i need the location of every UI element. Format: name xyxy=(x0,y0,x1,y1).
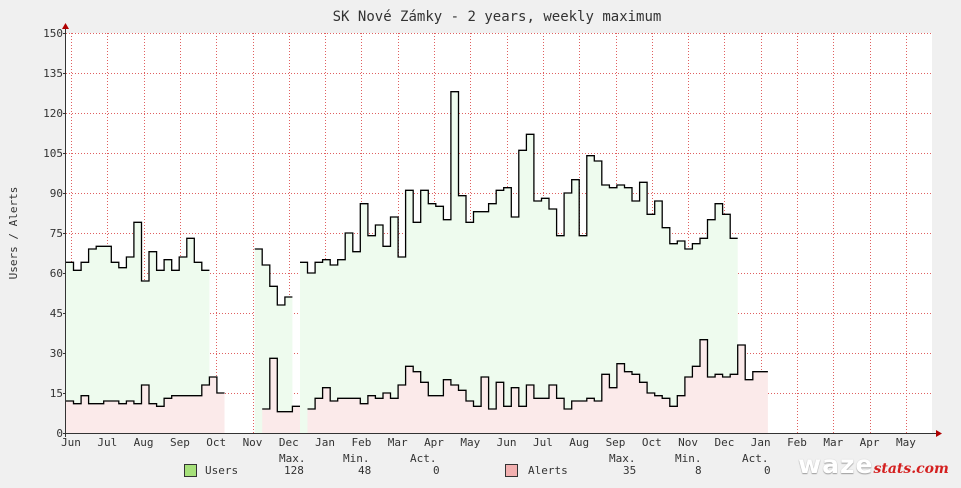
y-tick-label-30: 30 xyxy=(50,347,63,360)
y-tick-label-105: 105 xyxy=(43,147,63,160)
legend-header-min-alerts: Min. xyxy=(675,452,702,465)
x-tick-label-19: Jan xyxy=(751,436,771,449)
legend-users-min: 48 xyxy=(358,464,372,477)
legend-header-act-alerts: Act. xyxy=(742,452,769,465)
y-axis-arrow xyxy=(62,23,69,29)
x-tick-label-15: Sep xyxy=(606,436,626,449)
legend-users-max: 128 xyxy=(284,464,304,477)
legend: Max. Min. Act. Max. Min. Act. Users 128 … xyxy=(0,452,961,488)
legend-alerts-act: 0 xyxy=(764,464,771,477)
legend-users-swatch xyxy=(184,464,197,477)
series-users xyxy=(66,91,738,433)
x-tick-label-4: Oct xyxy=(206,436,226,449)
wazestats-logo[interactable]: wazestats.com xyxy=(798,450,949,479)
legend-header-act-users: Act. xyxy=(410,452,437,465)
chart-title: SK Nové Zámky - 2 years, weekly maximum xyxy=(333,9,662,25)
x-tick-label-7: Jan xyxy=(315,436,335,449)
x-tick-label-11: May xyxy=(460,436,480,449)
legend-header-min-users: Min. xyxy=(343,452,370,465)
x-tick-label-10: Apr xyxy=(424,436,444,449)
x-tick-label-8: Feb xyxy=(351,436,371,449)
x-tick-label-21: Mar xyxy=(823,436,843,449)
users-area-2 xyxy=(300,91,738,433)
x-tick-label-5: Nov xyxy=(243,436,263,449)
x-tick-label-3: Sep xyxy=(170,436,190,449)
users-area-0 xyxy=(66,222,210,433)
alerts-area-1 xyxy=(262,358,300,433)
x-tick-label-20: Feb xyxy=(787,436,807,449)
x-tick-label-12: Jun xyxy=(497,436,517,449)
alerts-area-2 xyxy=(307,339,768,433)
x-tick-label-22: Apr xyxy=(860,436,880,449)
y-tick-label-15: 15 xyxy=(50,387,63,400)
series-layer xyxy=(66,91,768,433)
logo-suffix: stats.com xyxy=(873,461,949,477)
y-tick-label-150: 150 xyxy=(43,27,63,40)
logo-main: waze xyxy=(798,450,874,479)
x-tick-label-16: Oct xyxy=(642,436,662,449)
x-tick-label-13: Jul xyxy=(533,436,553,449)
y-tick-label-60: 60 xyxy=(50,267,63,280)
users-area-1 xyxy=(254,249,293,433)
legend-alerts-min: 8 xyxy=(695,464,702,477)
legend-users-label: Users xyxy=(205,464,239,477)
y-tick-label-135: 135 xyxy=(43,67,63,80)
legend-alerts-max: 35 xyxy=(623,464,637,477)
x-tick-label-2: Aug xyxy=(134,436,154,449)
y-axis-label: Users / Alerts xyxy=(7,187,20,280)
x-tick-label-14: Aug xyxy=(569,436,589,449)
y-tick-label-0: 0 xyxy=(56,427,63,440)
x-tick-label-23: May xyxy=(896,436,916,449)
x-tick-label-1: Jul xyxy=(97,436,117,449)
alerts-line-0 xyxy=(66,376,225,407)
x-tick-label-18: Dec xyxy=(714,436,734,449)
legend-alerts-swatch xyxy=(505,464,518,477)
x-tick-label-0: Jun xyxy=(61,436,81,449)
axes xyxy=(62,23,942,437)
y-tick-label-90: 90 xyxy=(50,187,63,200)
users-line-0 xyxy=(66,221,210,282)
legend-alerts-label: Alerts xyxy=(528,464,568,477)
series-alerts xyxy=(66,339,768,433)
y-tick-label-75: 75 xyxy=(50,227,63,240)
alerts-line-2 xyxy=(307,339,768,410)
legend-users-act: 0 xyxy=(433,464,440,477)
users-line-1 xyxy=(254,248,293,306)
x-axis-arrow xyxy=(936,430,942,437)
legend-header-max-users: Max. xyxy=(279,452,306,465)
x-tick-labels: Jun Jul Aug Sep Oct Nov Dec Jan Feb Mar Apr May Jun J… xyxy=(61,436,916,449)
x-tick-label-6: Dec xyxy=(279,436,299,449)
y-tick-label-120: 120 xyxy=(43,107,63,120)
y-tick-label-45: 45 xyxy=(50,307,63,320)
users-line-2 xyxy=(300,91,738,274)
y-tick-labels: 0 15 30 45 60 75 90 105 120 135 150 xyxy=(43,27,63,440)
x-tick-label-17: Nov xyxy=(678,436,698,449)
x-tick-label-9: Mar xyxy=(388,436,408,449)
alerts-line-1 xyxy=(262,357,300,413)
legend-header-max-alerts: Max. xyxy=(609,452,636,465)
alerts-area-0 xyxy=(66,377,225,433)
